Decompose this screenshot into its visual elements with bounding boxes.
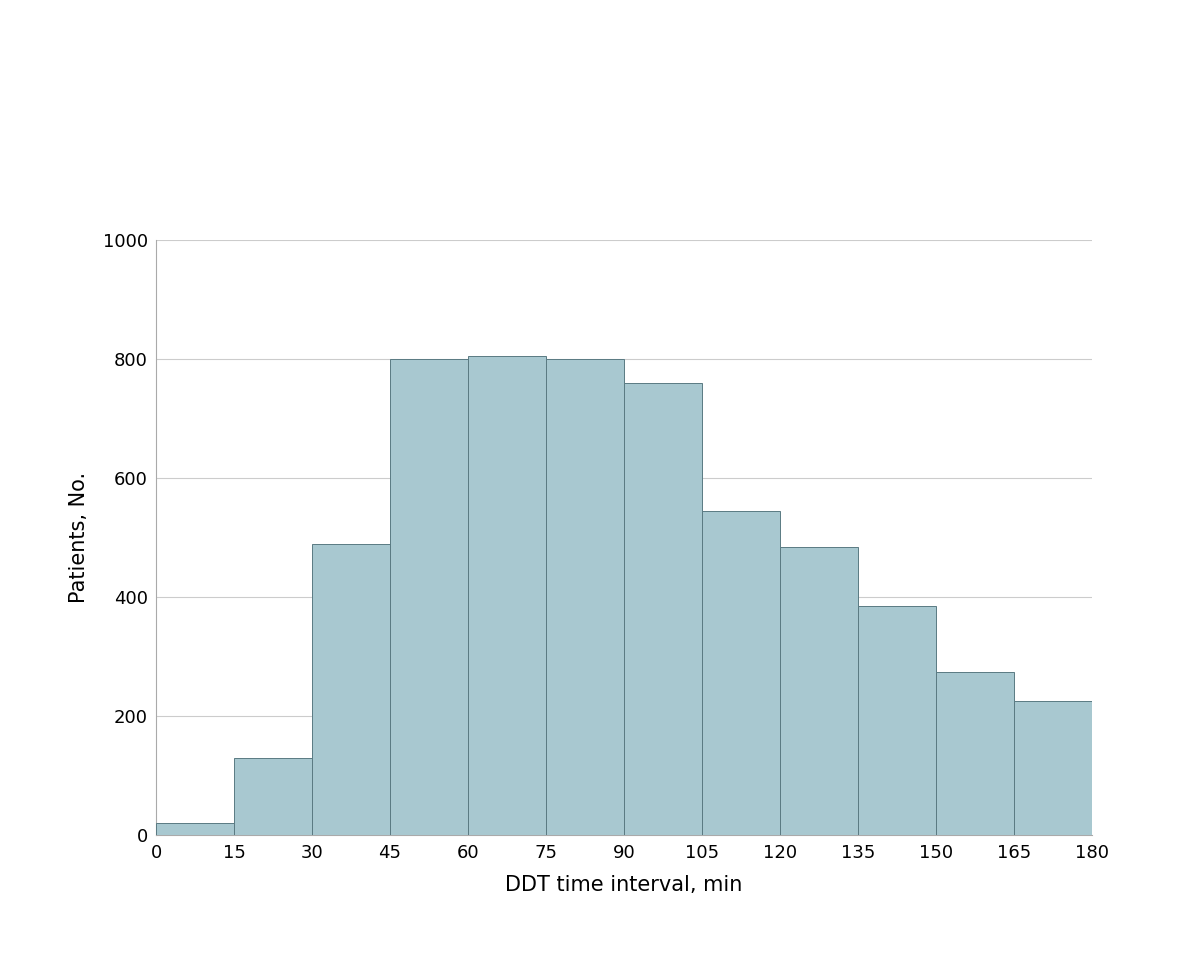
Bar: [156, 824, 234, 835]
Y-axis label: Patients, No.: Patients, No.: [68, 472, 89, 603]
Bar: [780, 546, 858, 835]
Bar: [936, 672, 1014, 835]
Bar: [702, 511, 780, 835]
Bar: [1014, 701, 1092, 835]
X-axis label: DDT time interval, min: DDT time interval, min: [505, 876, 743, 896]
Bar: [624, 383, 702, 835]
Bar: [234, 757, 312, 835]
Bar: [546, 359, 624, 835]
Bar: [390, 359, 468, 835]
Bar: [468, 356, 546, 835]
Bar: [312, 543, 390, 835]
Bar: [858, 606, 936, 835]
